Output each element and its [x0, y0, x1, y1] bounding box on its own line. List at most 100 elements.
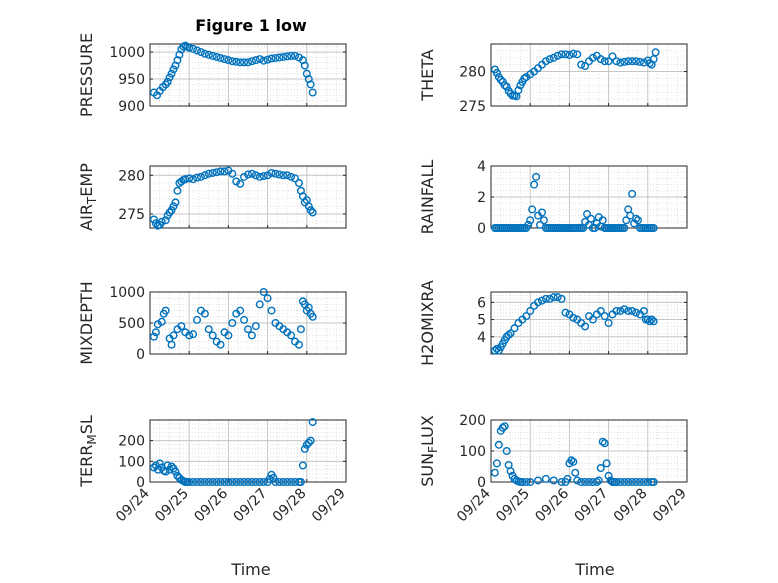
plot-3-marker: [161, 216, 170, 225]
plot-5-marker: [255, 300, 264, 309]
plot-8-marker: [585, 478, 594, 487]
plot-7-marker: [243, 478, 252, 487]
plot-3-marker: [157, 217, 166, 226]
plot-8-marker: [635, 478, 644, 487]
plot-5-marker: [216, 340, 225, 349]
plot-2-marker: [502, 82, 511, 91]
plot-7-marker: [275, 478, 284, 487]
plot-1-marker: [216, 54, 225, 63]
plot-3-marker: [212, 168, 221, 177]
plot-8-marker: [494, 440, 503, 449]
plot-5-marker: [296, 325, 305, 334]
plot-8-marker: [616, 478, 625, 487]
plot-8-marker: [569, 457, 578, 466]
plot-1-marker: [251, 56, 260, 65]
plot-2-marker: [541, 57, 550, 66]
plot-8-marker: [624, 478, 633, 487]
plot-4-y-tick-label: 0: [477, 221, 486, 237]
plot-6-marker: [506, 329, 515, 338]
plot-8-marker: [541, 474, 550, 483]
plot-7-marker: [236, 478, 245, 487]
plot-5-marker: [224, 331, 233, 340]
plot-1-marker: [291, 51, 300, 60]
plot-5-y-tick-label: 500: [118, 316, 145, 332]
plot-8-marker: [518, 478, 527, 487]
plot-1-y-tick-label: 1000: [109, 45, 145, 61]
plot-3-marker: [294, 179, 303, 188]
plot-7-marker: [271, 478, 280, 487]
plot-1-marker: [271, 54, 280, 63]
plot-2-marker: [500, 81, 509, 90]
plot-7-marker: [163, 461, 172, 470]
plot-4-marker: [586, 214, 595, 223]
plot-8-marker: [649, 478, 658, 487]
plot-1-marker: [163, 77, 172, 86]
plot-7-marker: [216, 478, 225, 487]
plot-4-marker: [622, 216, 631, 225]
plot-4-marker: [524, 220, 533, 229]
plot-1-marker: [220, 55, 229, 64]
plot-3-marker: [267, 168, 276, 177]
plot-1-marker: [169, 65, 178, 74]
plot-8-marker: [604, 471, 613, 480]
plot-6-marker: [639, 306, 648, 315]
plot-3-marker: [220, 167, 229, 176]
plot-8-marker: [510, 474, 519, 483]
plot-8-marker: [632, 478, 641, 487]
plot-2-marker: [588, 53, 597, 62]
plot-4-marker: [528, 205, 537, 214]
plot-3-marker: [167, 206, 176, 215]
plot-6-marker: [569, 313, 578, 322]
plot-7-marker: [259, 478, 268, 487]
plot-3-marker: [200, 171, 209, 180]
plot-8-marker: [490, 468, 499, 477]
plot-5-marker: [157, 317, 166, 326]
plot-6-marker: [522, 312, 531, 321]
plot-2-marker: [612, 57, 621, 66]
plot-6-marker: [510, 324, 519, 333]
x-axis-label-left: Time: [230, 560, 270, 579]
plot-2-marker: [514, 86, 523, 95]
plot-7-y-axis-label: TERRMSL: [77, 415, 99, 488]
plot-3-marker: [193, 173, 202, 182]
plot-7-marker: [287, 478, 296, 487]
plot-6-marker: [504, 331, 513, 340]
plot-5-marker: [208, 331, 217, 340]
plot-8-marker: [506, 467, 515, 476]
plot-4-marker: [626, 211, 635, 220]
plot-7-marker: [173, 471, 182, 480]
plot-6-marker: [545, 294, 554, 303]
plot-2-axes-box: [490, 43, 688, 107]
plot-4-marker: [530, 180, 539, 189]
plot-5-y-tick-label: 1000: [109, 285, 145, 301]
plot-3-marker: [232, 177, 241, 186]
plot-3-marker: [181, 175, 190, 184]
plot-5-marker: [308, 312, 317, 321]
plot-1-marker: [228, 57, 237, 66]
plot-6-marker: [645, 317, 654, 326]
plot-8-marker: [598, 437, 607, 446]
plot-6-marker: [649, 317, 658, 326]
plot-3-marker: [240, 172, 249, 181]
figure-title: Figure 1 low: [195, 16, 307, 35]
plot-7-marker: [220, 478, 229, 487]
plot-2-marker: [596, 55, 605, 64]
plot-5-marker: [240, 315, 249, 324]
plot-2-marker: [561, 50, 570, 59]
plot-7-marker: [193, 478, 202, 487]
plot-3-marker: [275, 170, 284, 179]
plot-6-marker: [541, 294, 550, 303]
plot-5-marker: [204, 325, 213, 334]
plot-3-marker: [228, 169, 237, 178]
plot-4-marker: [620, 223, 629, 232]
plot-5-marker: [149, 332, 158, 341]
plot-6-marker: [600, 312, 609, 321]
plot-7-marker: [167, 462, 176, 471]
plot-2-y-axis-label: THETA: [418, 49, 437, 101]
plot-5-marker: [189, 330, 198, 339]
plot-5-marker: [236, 306, 245, 315]
plot-8-marker: [581, 478, 590, 487]
plot-2-marker: [604, 57, 613, 66]
